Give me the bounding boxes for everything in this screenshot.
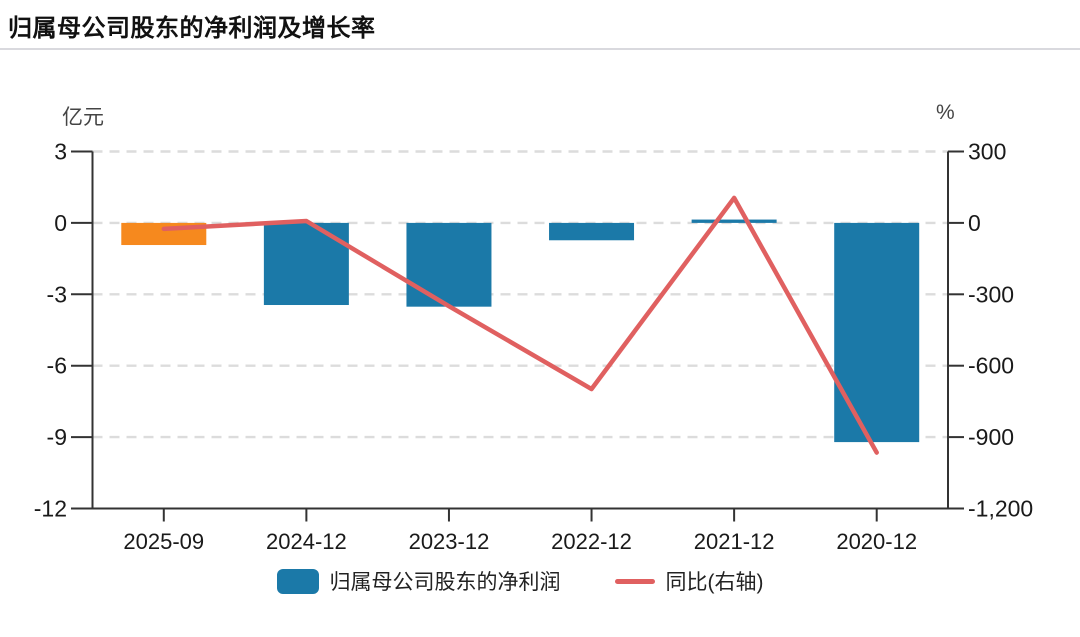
legend-label-yoy: 同比(右轴) bbox=[665, 571, 764, 594]
divider bbox=[0, 48, 1080, 50]
bar-2021-12[interactable] bbox=[691, 219, 777, 223]
right-tick-label: 300 bbox=[968, 139, 1006, 165]
left-tick-label: -3 bbox=[47, 281, 67, 307]
yoy-line[interactable] bbox=[161, 195, 879, 455]
bar-2020-12[interactable] bbox=[834, 222, 920, 443]
page-title: 归属母公司股东的净利润及增长率 bbox=[8, 15, 376, 42]
x-tick-label: 2025-09 bbox=[123, 529, 204, 554]
x-tick-label: 2024-12 bbox=[266, 529, 347, 554]
left-axis-unit-label: 亿元 bbox=[62, 106, 104, 129]
bar-2024-12[interactable] bbox=[263, 222, 349, 306]
left-tick-label: 3 bbox=[54, 139, 67, 165]
left-tick-label: 0 bbox=[54, 210, 67, 236]
x-tick-label: 2023-12 bbox=[409, 529, 490, 554]
bar-series bbox=[121, 219, 920, 443]
right-tick-label: -900 bbox=[968, 424, 1014, 450]
line-legend-swatch bbox=[614, 578, 655, 584]
legend-label-net-profit: 归属母公司股东的净利润 bbox=[329, 571, 561, 594]
right-axis-unit-label: % bbox=[936, 101, 955, 124]
right-tick-label: -600 bbox=[968, 353, 1014, 379]
x-tick-label: 2021-12 bbox=[694, 529, 775, 554]
legend-item-net-profit[interactable]: 归属母公司股东的净利润 bbox=[276, 566, 561, 596]
right-tick-label: 0 bbox=[968, 210, 981, 236]
right-tick-label: -300 bbox=[968, 281, 1014, 307]
bar-legend-swatch bbox=[276, 568, 319, 594]
gridlines bbox=[92, 150, 948, 439]
left-tick-label: -9 bbox=[47, 424, 67, 450]
axes: 3 0 -3 -6 -9 -12 300 0 -300 -600 -900 -1,200 2025-09… bbox=[34, 139, 1033, 555]
bar-2023-12[interactable] bbox=[406, 222, 492, 307]
right-tick-label: -1,200 bbox=[968, 496, 1033, 522]
x-tick-label: 2020-12 bbox=[836, 529, 917, 554]
bar-2022-12[interactable] bbox=[549, 222, 635, 241]
left-tick-label: -6 bbox=[47, 353, 67, 379]
left-tick-label: -12 bbox=[34, 496, 67, 522]
legend: 归属母公司股东的净利润 同比(右轴) bbox=[92, 563, 948, 599]
legend-item-yoy[interactable]: 同比(右轴) bbox=[614, 566, 764, 596]
x-tick-label: 2022-12 bbox=[551, 529, 632, 554]
